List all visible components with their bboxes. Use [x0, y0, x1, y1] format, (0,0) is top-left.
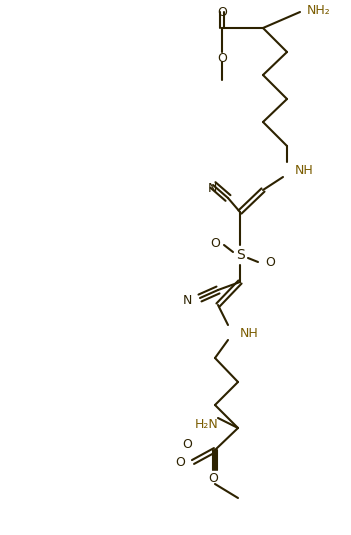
Text: O: O [210, 236, 220, 249]
Text: NH₂: NH₂ [307, 4, 331, 17]
Text: O: O [175, 455, 185, 469]
Text: NH: NH [240, 326, 259, 340]
Text: H₂N: H₂N [194, 418, 218, 432]
Text: N: N [207, 181, 217, 195]
Text: O: O [217, 5, 227, 19]
Text: O: O [182, 439, 192, 452]
Text: NH: NH [295, 164, 314, 177]
Text: S: S [236, 248, 244, 262]
Text: O: O [217, 51, 227, 65]
Text: O: O [208, 471, 218, 485]
Text: N: N [183, 294, 192, 307]
Text: O: O [265, 256, 275, 269]
